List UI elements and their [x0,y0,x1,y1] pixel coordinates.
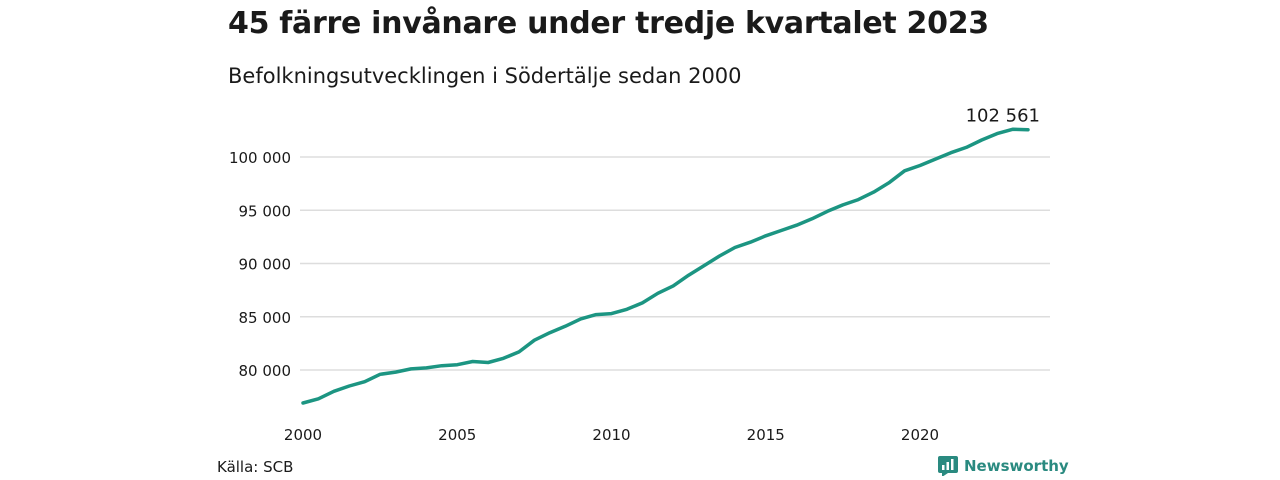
source-note: Källa: SCB [217,458,294,476]
end-label-layer: 102 561 [966,106,1040,127]
population-line-chart: 80 000 85 000 90 000 95 000 100 000 2000 2005… [229,106,1050,444]
x-tick-label: 2010 [592,426,630,444]
grid-lines [300,156,1050,371]
brand-logo: Newsworthy [938,456,1069,476]
y-tick-label: 80 000 [239,362,292,380]
y-tick-label: 95 000 [239,202,292,220]
x-tick-label: 2000 [284,426,322,444]
chart-title: 45 färre invånare under tredje kvartalet… [228,6,989,41]
brand-name: Newsworthy [964,457,1069,475]
y-axis-ticks: 80 000 85 000 90 000 95 000 100 000 [229,149,291,380]
chart-subtitle: Befolkningsutvecklingen i Södertälje sed… [228,64,742,88]
x-tick-label: 2005 [438,426,476,444]
end-value-label: 102 561 [966,106,1040,127]
x-tick-label: 2020 [901,426,939,444]
x-axis-ticks: 2000 2005 2010 2015 2020 [284,426,939,444]
y-tick-label: 85 000 [239,309,292,327]
series-line [301,127,1030,405]
y-tick-label: 100 000 [229,149,291,167]
series-layer [301,127,1030,405]
x-tick-label: 2015 [747,426,785,444]
y-tick-label: 90 000 [239,256,292,274]
chart-logo-icon [938,456,958,476]
